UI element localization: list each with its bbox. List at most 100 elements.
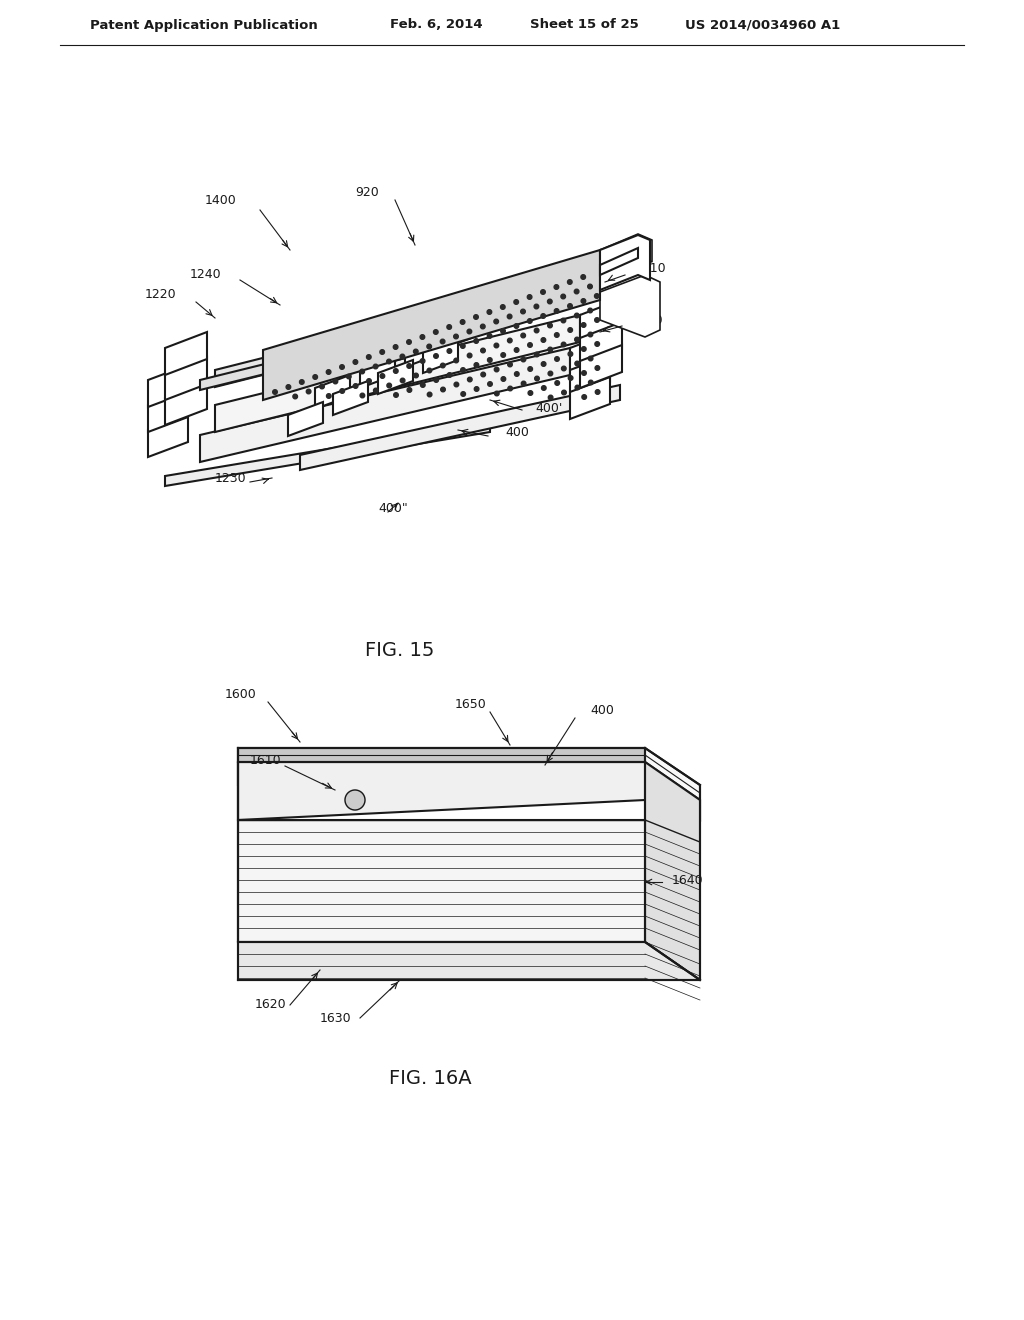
Circle shape [327, 370, 331, 375]
Circle shape [440, 387, 445, 392]
Circle shape [387, 359, 391, 364]
Circle shape [535, 352, 539, 356]
Polygon shape [200, 348, 570, 462]
Circle shape [542, 385, 546, 391]
Polygon shape [378, 360, 413, 393]
Text: 400": 400" [378, 502, 408, 515]
Circle shape [374, 388, 378, 393]
Circle shape [561, 294, 565, 298]
Circle shape [447, 372, 452, 378]
Text: 400': 400' [535, 401, 562, 414]
Text: 1630: 1630 [319, 1011, 351, 1024]
Text: 1650: 1650 [455, 698, 486, 711]
Circle shape [495, 343, 499, 347]
Circle shape [313, 375, 317, 379]
Circle shape [582, 347, 586, 351]
Polygon shape [570, 333, 610, 375]
Circle shape [427, 345, 431, 348]
Circle shape [548, 300, 552, 304]
Circle shape [474, 387, 479, 391]
Circle shape [561, 366, 566, 371]
Text: 1210: 1210 [635, 261, 667, 275]
Circle shape [467, 329, 472, 334]
Circle shape [555, 380, 559, 385]
Circle shape [299, 380, 304, 384]
Circle shape [345, 789, 365, 810]
Polygon shape [580, 345, 622, 388]
Circle shape [468, 378, 472, 381]
Polygon shape [165, 381, 207, 425]
Circle shape [495, 391, 499, 396]
Text: 1410: 1410 [632, 314, 664, 326]
Text: 920: 920 [355, 186, 379, 199]
Circle shape [346, 374, 351, 379]
Circle shape [561, 342, 566, 347]
Circle shape [514, 347, 519, 352]
Text: FIG. 15: FIG. 15 [366, 640, 434, 660]
Circle shape [555, 333, 559, 338]
Circle shape [474, 363, 478, 367]
Circle shape [461, 343, 465, 348]
Circle shape [367, 379, 372, 383]
Circle shape [495, 367, 499, 372]
Polygon shape [263, 249, 600, 400]
Text: 1600: 1600 [225, 689, 257, 701]
Circle shape [589, 380, 593, 385]
Polygon shape [315, 375, 350, 409]
Circle shape [434, 354, 438, 358]
Circle shape [446, 325, 452, 329]
Circle shape [421, 383, 425, 387]
Circle shape [541, 314, 546, 318]
Circle shape [568, 327, 572, 333]
Circle shape [548, 323, 552, 327]
Circle shape [567, 304, 572, 309]
Text: Patent Application Publication: Patent Application Publication [90, 18, 317, 32]
Circle shape [487, 310, 492, 314]
Polygon shape [450, 312, 485, 346]
Circle shape [528, 367, 532, 371]
Polygon shape [300, 385, 620, 470]
Circle shape [501, 352, 506, 358]
Circle shape [440, 363, 445, 368]
Polygon shape [165, 356, 207, 400]
Circle shape [542, 362, 546, 366]
Circle shape [508, 387, 512, 391]
Circle shape [494, 319, 499, 323]
Polygon shape [570, 378, 610, 418]
Circle shape [414, 350, 418, 354]
Circle shape [548, 395, 553, 400]
Circle shape [380, 374, 385, 379]
Circle shape [414, 374, 418, 378]
Text: US 2014/0034960 A1: US 2014/0034960 A1 [685, 18, 841, 32]
Circle shape [595, 294, 599, 298]
Circle shape [514, 300, 518, 305]
Circle shape [387, 383, 391, 388]
Circle shape [433, 330, 438, 334]
Text: 1220: 1220 [145, 289, 176, 301]
Text: 1240: 1240 [190, 268, 221, 281]
Circle shape [400, 354, 404, 359]
Text: Sheet 15 of 25: Sheet 15 of 25 [530, 18, 639, 32]
Circle shape [367, 355, 371, 359]
Circle shape [327, 393, 331, 399]
Circle shape [353, 359, 357, 364]
Circle shape [272, 389, 278, 395]
Circle shape [333, 379, 338, 384]
Circle shape [574, 362, 580, 366]
Text: FIG. 16A: FIG. 16A [389, 1068, 471, 1088]
Circle shape [527, 294, 531, 300]
Circle shape [588, 284, 592, 289]
Circle shape [340, 364, 344, 370]
Circle shape [319, 384, 325, 389]
Circle shape [562, 391, 566, 395]
Circle shape [286, 384, 291, 389]
Text: 400: 400 [505, 425, 528, 438]
Polygon shape [600, 235, 650, 290]
Polygon shape [165, 333, 207, 375]
Circle shape [581, 298, 586, 304]
Circle shape [520, 309, 525, 314]
Circle shape [447, 348, 452, 354]
Polygon shape [148, 366, 188, 407]
Circle shape [568, 351, 572, 356]
Circle shape [474, 314, 478, 319]
